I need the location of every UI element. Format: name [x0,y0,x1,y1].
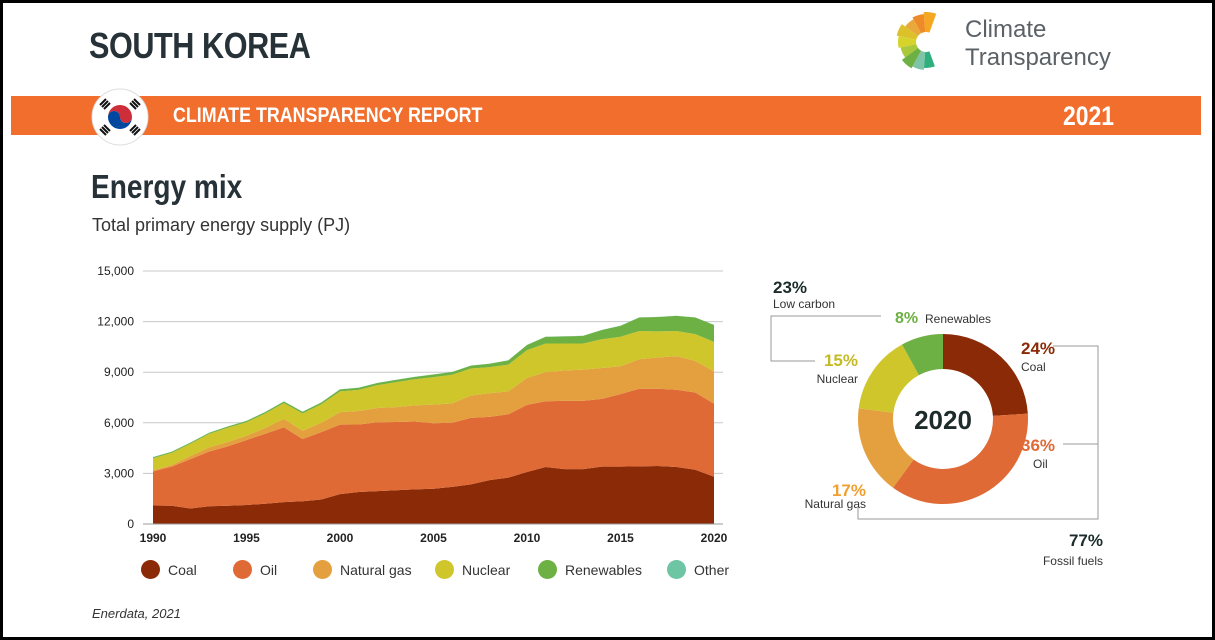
x-tick-label: 1990 [140,531,167,545]
report-year: 2021 [1063,101,1115,131]
natural-gas-label: Natural gas [805,497,866,511]
oil-pct: 36% [1021,436,1055,455]
y-tick-label: 6,000 [104,416,134,430]
legend-label: Oil [260,561,278,578]
low-carbon-label: Low carbon [773,297,835,311]
legend-item: Coal [141,560,197,579]
legend-label: Other [694,561,730,578]
south-korea-flag-icon [91,88,149,146]
area-renewables [153,315,714,459]
logo-segment [900,44,918,58]
report-band [11,96,1201,135]
donut-chart: 2020 23%Low carbon 8% Renewables 24% Coal 36% O… [770,278,1103,568]
climate-transparency-logo-icon [896,12,937,70]
y-tick-label: 12,000 [97,315,134,329]
y-tick-label: 3,000 [104,466,134,480]
donut-slice-nuclear [858,344,919,413]
section-title: Energy mix [91,168,243,205]
y-tick-label: 9,000 [104,365,134,379]
legend-swatch [141,560,160,579]
x-tick-label: 1995 [233,531,260,545]
report-title: CLIMATE TRANSPARENCY REPORT [173,104,483,127]
area-coal [153,465,714,524]
section-subtitle: Total primary energy supply (PJ) [92,215,351,235]
donut-slice-coal [943,334,1028,416]
logo-segment [901,47,922,69]
low-carbon-pct: 23% [773,278,807,297]
source-note: Enerdata, 2021 [92,606,181,621]
logo-segment [905,19,922,37]
country-title: SOUTH KOREA [89,25,311,66]
logo-line2: Transparency [965,44,1111,71]
donut-slice-oil [893,413,1028,504]
legend-swatch [435,560,454,579]
x-tick-label: 2020 [701,531,728,545]
logo-segment [898,36,917,48]
area-natural-gas [153,356,714,472]
donut-slice-renewables [902,334,943,376]
legend-item: Natural gas [313,560,412,579]
coal-label: Coal [1021,360,1046,374]
coal-pct: 24% [1021,339,1055,358]
renewables-pct: 8% [895,310,918,327]
natural-gas-pct: 17% [832,481,866,500]
y-tick-label: 15,000 [97,264,134,278]
logo-line1: Climate [965,16,1047,43]
nuclear-pct: 15% [824,351,858,370]
area-chart: 0 3,000 6,000 9,000 12,000 15,000 1990 1995 2000… [97,264,728,545]
logo-segment [912,14,926,34]
renewables-label: Renewables [925,312,991,326]
logo-segment [923,51,935,68]
area-nuclear [153,331,714,471]
legend-swatch [233,560,252,579]
nuclear-label: Nuclear [817,372,858,386]
logo-segment [912,50,926,70]
fossil-fuels-label: Fossil fuels [1043,554,1103,568]
x-tick-label: 2000 [327,531,354,545]
oil-label: Oil [1033,457,1048,471]
donut-slice-natural-gas [858,408,914,488]
logo-text: Climate Transparency [965,16,1111,72]
logo-segment [896,24,918,40]
legend-label: Nuclear [462,561,511,578]
legend-swatch [538,560,557,579]
fossil-fuels-pct: 77% [1069,531,1103,550]
legend-item: Nuclear [435,560,510,579]
legend-item: Renewables [538,560,642,579]
donut-center-year: 2020 [914,405,972,435]
legend-label: Natural gas [340,561,412,578]
legend-swatch [667,560,686,579]
low-carbon-bracket [770,315,881,362]
legend-label: Renewables [565,561,643,578]
legend-item: Other [667,560,729,579]
fossil-fuels-bracket [857,345,1099,520]
area-oil [153,388,714,509]
x-tick-label: 2015 [607,531,634,545]
logo-segment [923,12,937,33]
legend-swatch [313,560,332,579]
y-tick-label: 0 [127,517,134,531]
legend-label: Coal [168,561,197,578]
legend-item: Oil [233,560,277,579]
x-tick-label: 2005 [420,531,447,545]
x-tick-label: 2010 [514,531,541,545]
